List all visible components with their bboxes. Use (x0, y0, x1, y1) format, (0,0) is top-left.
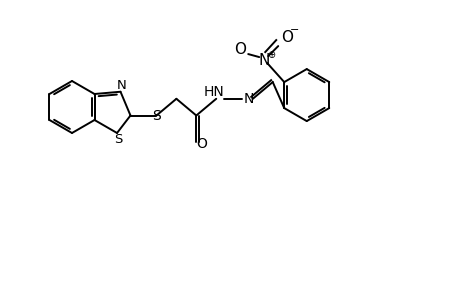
Text: O: O (196, 136, 206, 151)
Text: N: N (243, 92, 253, 106)
Text: N: N (258, 52, 269, 68)
Text: O: O (280, 30, 292, 45)
Text: S: S (152, 109, 161, 122)
Text: ⊕: ⊕ (267, 50, 274, 60)
Text: S: S (113, 133, 122, 146)
Text: −: − (289, 25, 298, 35)
Text: O: O (234, 42, 246, 57)
Text: N: N (117, 79, 126, 92)
Text: HN: HN (203, 85, 224, 99)
